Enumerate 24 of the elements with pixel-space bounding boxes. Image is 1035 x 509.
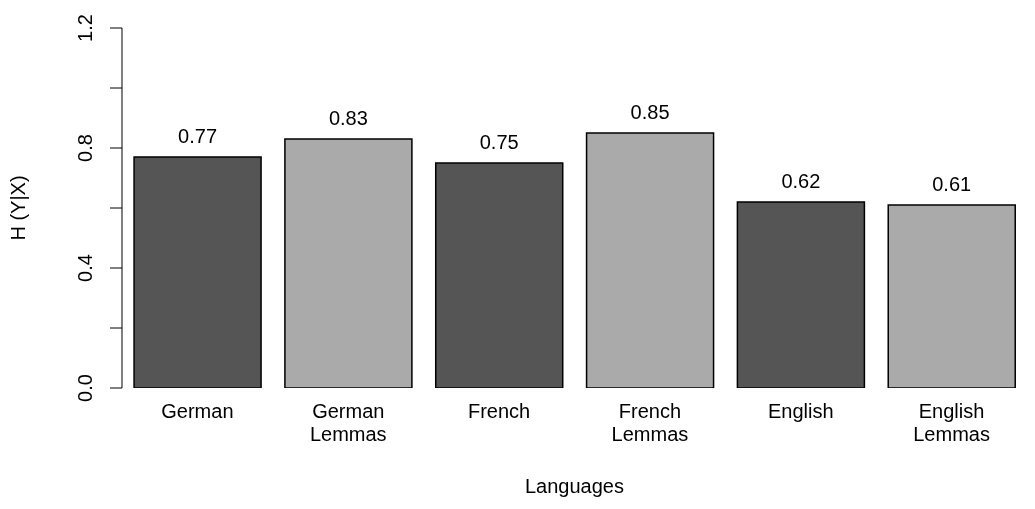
y-tick-label: 0.0 — [74, 374, 96, 402]
data-label: 0.62 — [781, 170, 821, 192]
data-label: 0.83 — [328, 107, 368, 129]
x-tick-label: English — [767, 400, 834, 422]
x-tick-label: German — [161, 400, 234, 422]
x-tick-label: English Lemmas — [913, 400, 990, 445]
x-tick-label: French Lemmas — [611, 400, 689, 445]
bar — [434, 162, 564, 388]
y-tick-label: 0.4 — [74, 254, 96, 282]
y-axis-title: H (Y|X) — [7, 175, 30, 241]
bar — [284, 138, 413, 388]
data-label: 0.85 — [630, 101, 670, 123]
x-tick-label: German Lemmas — [309, 400, 387, 445]
x-tick-label: French — [467, 400, 531, 422]
y-tick-label: 0.8 — [74, 134, 96, 162]
data-label: 0.61 — [932, 173, 972, 195]
bar — [133, 156, 262, 388]
bar — [887, 204, 1016, 388]
bar — [736, 201, 866, 388]
data-label: 0.77 — [178, 125, 218, 147]
y-tick-label: 1.2 — [74, 14, 96, 42]
bar — [585, 132, 715, 388]
data-label: 0.75 — [479, 131, 519, 153]
x-axis-title: Languages — [525, 475, 624, 497]
